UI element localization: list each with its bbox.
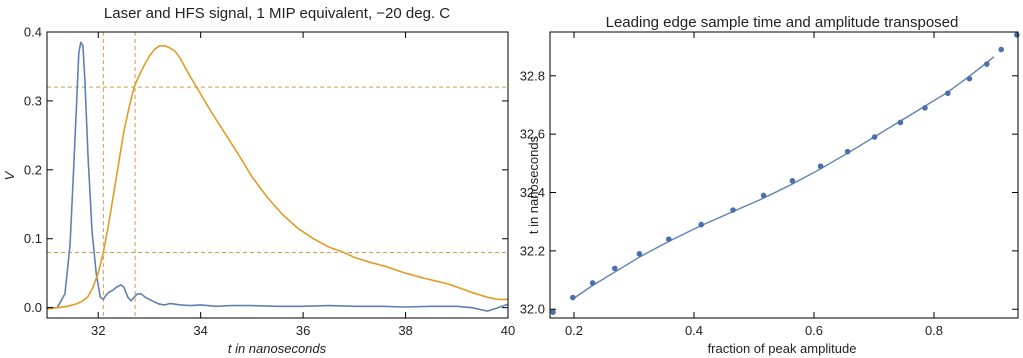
right-chart-point xyxy=(984,61,990,67)
left-chart-xlabel: t in nanoseconds xyxy=(228,341,327,356)
left-chart-xtick-label: 32 xyxy=(91,323,105,338)
right-chart-point xyxy=(966,75,973,82)
right-chart-xtick-label: 0.4 xyxy=(685,323,703,338)
right-chart-point xyxy=(897,119,904,126)
left-chart-xtick-label: 40 xyxy=(501,323,515,338)
right-chart-point xyxy=(998,46,1004,53)
left-chart-xtick-label: 34 xyxy=(193,323,207,338)
right-chart-point xyxy=(666,236,672,243)
right-chart-xtick-label: 0.6 xyxy=(805,323,823,338)
right-chart-point xyxy=(698,221,704,228)
right-chart-point xyxy=(922,105,928,111)
right-chart-point xyxy=(730,207,736,213)
right-chart-title: Leading edge sample time and amplitude t… xyxy=(606,14,959,31)
left-chart-xtick-label: 38 xyxy=(398,323,412,338)
right-chart-ticks: 0.2 0.4 0.6 0.8 32.0 32.2 32.4 32.6 32.8 xyxy=(520,32,1018,338)
left-chart-ytick-label: 0.2 xyxy=(24,162,42,177)
right-chart-point xyxy=(945,90,951,97)
right-chart-ytick-label: 32.4 xyxy=(520,185,545,200)
right-chart-ytick-label: 32.2 xyxy=(520,243,545,258)
right-chart-point xyxy=(636,250,643,257)
right-chart: Leading edge sample time and amplitude t… xyxy=(520,14,1020,356)
right-chart-point xyxy=(817,163,824,170)
right-chart-fit-line xyxy=(572,56,995,300)
right-chart-point xyxy=(612,265,618,272)
right-chart-point xyxy=(1014,32,1020,38)
right-chart-point xyxy=(550,309,556,315)
left-chart-ylabel: V xyxy=(2,170,17,180)
right-chart-frame xyxy=(549,31,1019,319)
left-chart-ytick-label: 0.1 xyxy=(24,231,42,246)
left-chart-series-line-2 xyxy=(46,44,508,310)
right-chart-point xyxy=(789,178,796,184)
left-chart-reference-lines xyxy=(47,32,508,318)
right-chart-ytick-label: 32.0 xyxy=(520,302,545,317)
right-chart-point xyxy=(844,148,851,155)
left-chart-series-line-1 xyxy=(47,41,509,312)
right-chart-xlabel: fraction of peak amplitude xyxy=(708,341,857,356)
left-chart-series xyxy=(46,41,509,312)
left-chart: Laser and HFS signal, 1 MIP equivalent, … xyxy=(2,5,515,356)
left-chart-ticks: 32 34 36 38 40 0.0 0.1 0.2 0.3 0.4 xyxy=(24,25,515,339)
left-chart-ytick-label: 0.4 xyxy=(24,25,42,40)
right-chart-point xyxy=(760,192,767,199)
right-chart-ylabel: t in nanoseconds xyxy=(526,135,541,234)
left-chart-frame xyxy=(46,31,509,319)
right-chart-series xyxy=(550,32,1020,315)
left-chart-xtick-label: 36 xyxy=(296,323,310,338)
right-chart-ytick-label: 32.6 xyxy=(520,127,545,142)
right-chart-point xyxy=(589,280,596,286)
left-chart-ytick-label: 0.0 xyxy=(24,300,42,315)
right-chart-point xyxy=(871,134,878,140)
left-chart-title: Laser and HFS signal, 1 MIP equivalent, … xyxy=(104,5,450,22)
right-chart-ytick-label: 32.8 xyxy=(520,68,545,83)
left-chart-ytick-label: 0.3 xyxy=(24,93,42,108)
right-chart-xtick-label: 0.2 xyxy=(565,323,583,338)
right-chart-point xyxy=(570,294,576,301)
right-chart-xtick-label: 0.8 xyxy=(925,323,943,338)
